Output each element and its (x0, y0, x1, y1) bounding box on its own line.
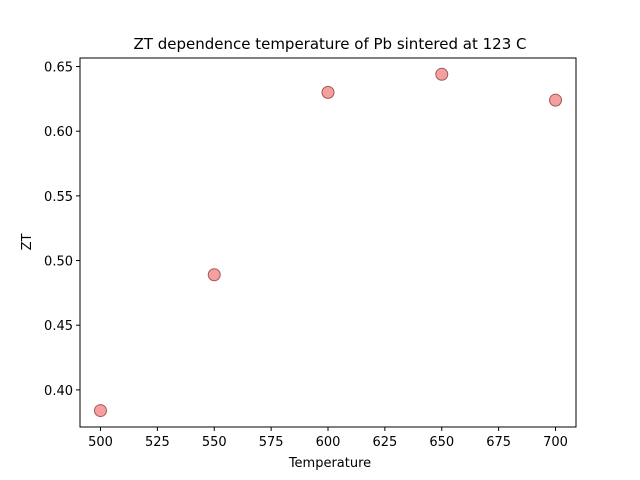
x-tick-label: 600 (316, 435, 341, 450)
data-points (93, 67, 563, 418)
x-axis-ticks: 500 525 550 575 600 625 650 675 700 (88, 427, 568, 450)
x-tick-label: 675 (486, 435, 511, 450)
y-tick-label: 0.50 (44, 255, 73, 270)
x-tick-label: 700 (543, 435, 568, 450)
y-tick-label: 0.60 (44, 125, 73, 140)
y-axis-ticks: 0.40 0.45 0.50 0.55 0.60 0.65 (44, 61, 80, 399)
x-tick-label: 525 (145, 435, 170, 450)
x-tick-label: 625 (372, 435, 397, 450)
data-point (93, 404, 107, 418)
y-tick-label: 0.40 (44, 384, 73, 399)
chart-title: ZT dependence temperature of Pb sintered… (134, 35, 527, 53)
x-tick-label: 650 (429, 435, 454, 450)
data-point (321, 85, 335, 99)
x-tick-label: 575 (259, 435, 284, 450)
y-tick-label: 0.45 (44, 319, 73, 334)
x-tick-label: 500 (88, 435, 113, 450)
y-tick-label: 0.55 (44, 190, 73, 205)
plot-area-frame (79, 57, 577, 428)
x-axis-label: Temperature (288, 456, 371, 471)
data-point (549, 93, 563, 107)
data-point (435, 67, 449, 81)
y-tick-label: 0.65 (44, 61, 73, 76)
data-point (207, 268, 221, 282)
x-tick-label: 550 (202, 435, 227, 450)
y-axis-label: ZT (20, 234, 35, 251)
